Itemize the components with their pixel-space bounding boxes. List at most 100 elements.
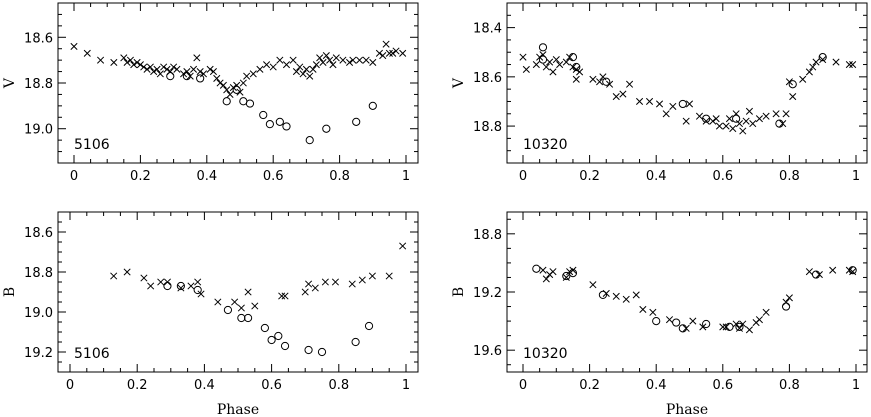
data-point-cross: [301, 288, 309, 296]
data-point-circle: [245, 99, 255, 108]
star-id-label: 5106: [74, 137, 110, 153]
data-point-cross: [312, 61, 320, 69]
data-point-cross: [782, 110, 790, 118]
plot-frame: [506, 2, 868, 164]
data-point-cross: [385, 49, 393, 57]
panel-2: 0 0.2 0.4 0.6 0.8 1 18.4 18.6 18.8 V 10320: [451, 2, 868, 184]
y-axis-label: V: [2, 77, 18, 89]
data-point-cross: [799, 75, 807, 83]
panel-3: 0 0.2 0.4 0.6 0.8 1 18.6 18.8 19.0 19.2 B Phase 5106: [2, 211, 419, 417]
data-point-cross: [83, 49, 91, 57]
data-point-cross: [662, 110, 670, 118]
data-point-cross: [187, 282, 195, 290]
data-point-circle: [237, 313, 246, 323]
data-point-cross: [382, 40, 390, 48]
data-point-circle: [223, 305, 233, 315]
data-point-cross: [599, 73, 607, 81]
data-point-cross: [645, 97, 654, 106]
star-id-label: 10320: [523, 137, 568, 153]
y-tick-label: 18.8: [473, 120, 502, 135]
data-point-cross: [569, 266, 577, 274]
data-point-cross: [715, 122, 724, 130]
data-point-circle: [781, 302, 791, 311]
data-point-cross: [549, 268, 557, 276]
data-point-circle: [775, 119, 784, 128]
data-point-circle: [532, 264, 541, 273]
data-point-cross: [589, 281, 597, 289]
data-point-cross: [709, 117, 717, 125]
data-point-circle: [598, 290, 608, 300]
data-point-cross: [269, 63, 277, 71]
data-point-cross: [358, 276, 366, 284]
data-point-circle: [260, 323, 269, 333]
data-point-cross: [133, 58, 141, 66]
y-tick-label: 18.6: [24, 226, 53, 241]
y-tick-label: 18.8: [24, 77, 53, 92]
data-point-cross: [281, 292, 289, 300]
y-axis-label: B: [2, 287, 18, 297]
data-point-circle: [572, 62, 581, 72]
data-point-cross: [619, 90, 627, 98]
data-point-cross: [219, 81, 227, 89]
data-point-cross: [546, 58, 554, 66]
data-point-circle: [364, 321, 374, 331]
data-point-circle: [282, 122, 291, 131]
data-point-cross: [110, 272, 118, 280]
data-point-cross: [682, 117, 690, 125]
data-point-cross: [789, 92, 797, 101]
y-tick-label: 19.2: [473, 286, 502, 301]
data-point-circle: [562, 271, 571, 281]
y-axis-label: V: [451, 77, 467, 89]
data-point-cross: [612, 292, 620, 300]
data-point-cross: [845, 60, 853, 69]
data-point-cross: [166, 68, 174, 76]
x-tick-label: 0.8: [328, 378, 349, 393]
data-point-cross: [339, 56, 347, 64]
plot-frame: [57, 211, 419, 373]
data-point-cross: [576, 68, 584, 76]
data-point-cross: [197, 290, 205, 298]
data-point-cross: [572, 65, 580, 74]
data-point-circle: [163, 281, 172, 291]
x-tick-label: 0.2: [130, 169, 151, 184]
data-point-circle: [182, 72, 191, 81]
data-point-cross: [626, 80, 634, 88]
data-point-circle: [352, 117, 361, 126]
data-point-cross: [319, 58, 327, 66]
data-point-cross: [157, 278, 165, 286]
data-point-cross: [110, 58, 118, 66]
data-point-circle: [317, 347, 327, 357]
data-point-cross: [196, 68, 204, 76]
data-point-cross: [849, 268, 857, 276]
data-point-cross: [655, 100, 664, 108]
data-point-cross: [276, 56, 284, 64]
data-point-cross: [331, 278, 339, 286]
data-point-cross: [849, 60, 857, 69]
x-tick-label: 0.8: [779, 378, 800, 393]
x-tick-label: 0.6: [263, 169, 284, 184]
data-point-cross: [689, 317, 697, 325]
data-point-circle: [196, 74, 205, 83]
x-tick-label: 0.6: [261, 378, 282, 393]
data-point-circle: [735, 322, 744, 332]
data-point-cross: [392, 47, 400, 55]
data-point-cross: [562, 273, 570, 282]
y-tick-label: 19.6: [473, 344, 502, 359]
x-tick-label: 0.2: [579, 169, 600, 184]
data-point-cross: [785, 78, 793, 86]
data-point-cross: [299, 70, 307, 78]
data-point-cross: [542, 275, 550, 283]
data-point-cross: [725, 115, 734, 123]
data-point-cross: [143, 65, 151, 73]
data-point-cross: [146, 63, 154, 71]
data-point-cross: [244, 288, 252, 296]
data-point-cross: [819, 56, 827, 64]
data-point-circle: [176, 281, 185, 291]
plot-frame: [57, 2, 419, 164]
data-point-circle: [222, 97, 231, 106]
data-point-circle: [267, 335, 276, 345]
data-point-cross: [712, 115, 720, 123]
data-point-cross: [123, 268, 131, 276]
data-point-circle: [368, 101, 377, 110]
